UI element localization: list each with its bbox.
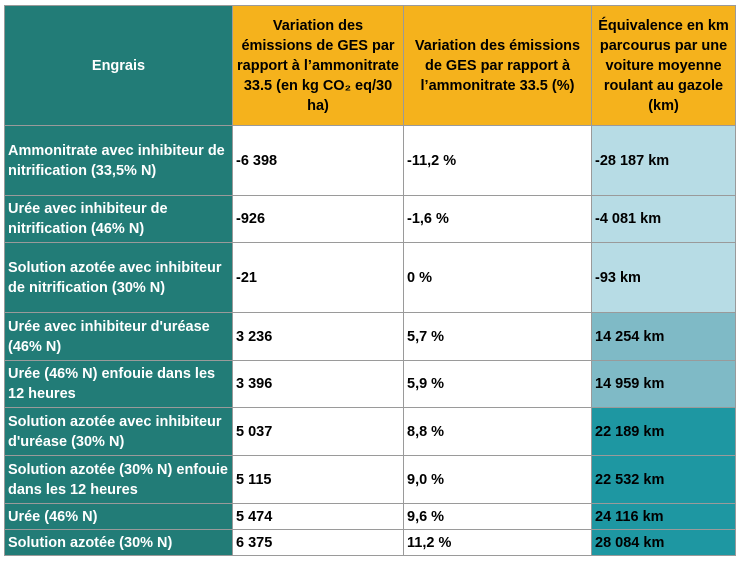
table-body: Ammonitrate avec inhibiteur de nitrifica… bbox=[4, 125, 736, 556]
fertilizer-cell: Solution azotée avec inhibiteur d'uréase… bbox=[4, 407, 233, 456]
table-row: Solution azotée avec inhibiteur de nitri… bbox=[4, 242, 736, 313]
value-cell: -11,2 % bbox=[403, 125, 592, 196]
value-cell: 8,8 % bbox=[403, 407, 592, 456]
fertilizer-cell: Solution azotée avec inhibiteur de nitri… bbox=[4, 242, 233, 313]
table-row: Solution azotée (30% N) 6 375 11,2 % 28 084… bbox=[4, 529, 736, 556]
fertilizer-cell: Solution azotée (30% N) enfouie dans les… bbox=[4, 455, 233, 504]
value-cell: -926 bbox=[232, 195, 404, 243]
value-cell: 6 375 bbox=[232, 529, 404, 556]
fertilizer-cell: Urée avec inhibiteur d'uréase (46% N) bbox=[4, 312, 233, 361]
value-cell: 9,6 % bbox=[403, 503, 592, 530]
fertilizer-cell: Ammonitrate avec inhibiteur de nitrifica… bbox=[4, 125, 233, 196]
value-cell: 5 115 bbox=[232, 455, 404, 504]
emissions-table: Engrais Variation des émissions de GES pa… bbox=[4, 5, 736, 556]
value-cell: 14 254 km bbox=[591, 312, 736, 361]
fertilizer-cell: Urée (46% N) enfouie dans les 12 heures bbox=[4, 360, 233, 408]
header-cell: Engrais bbox=[4, 5, 233, 126]
value-cell: -21 bbox=[232, 242, 404, 313]
value-cell: -93 km bbox=[591, 242, 736, 313]
value-cell: -1,6 % bbox=[403, 195, 592, 243]
header-cell: Équivalence en km parcourus par une voit… bbox=[591, 5, 736, 126]
value-cell: 9,0 % bbox=[403, 455, 592, 504]
value-cell: -28 187 km bbox=[591, 125, 736, 196]
fertilizer-cell: Urée (46% N) bbox=[4, 503, 233, 530]
value-cell: 5 474 bbox=[232, 503, 404, 530]
table-row: Urée (46% N) enfouie dans les 12 heures 3… bbox=[4, 360, 736, 408]
header-cell: Variation des émissions de GES par rappo… bbox=[232, 5, 404, 126]
header-row: Engrais Variation des émissions de GES pa… bbox=[4, 5, 736, 126]
value-cell: 0 % bbox=[403, 242, 592, 313]
value-cell: 11,2 % bbox=[403, 529, 592, 556]
table-row: Urée (46% N) 5 474 9,6 % 24 116 km bbox=[4, 503, 736, 530]
value-cell: 22 532 km bbox=[591, 455, 736, 504]
value-cell: 24 116 km bbox=[591, 503, 736, 530]
table-row: Urée avec inhibiteur d'uréase (46% N) 3 2… bbox=[4, 312, 736, 361]
fertilizer-cell: Solution azotée (30% N) bbox=[4, 529, 233, 556]
value-cell: 5,7 % bbox=[403, 312, 592, 361]
value-cell: 5 037 bbox=[232, 407, 404, 456]
value-cell: 3 236 bbox=[232, 312, 404, 361]
table-row: Ammonitrate avec inhibiteur de nitrifica… bbox=[4, 125, 736, 196]
table-row: Solution azotée avec inhibiteur d'uréase… bbox=[4, 407, 736, 456]
value-cell: 5,9 % bbox=[403, 360, 592, 408]
value-cell: 28 084 km bbox=[591, 529, 736, 556]
header-cell: Variation des émissions de GES par rappo… bbox=[403, 5, 592, 126]
value-cell: -6 398 bbox=[232, 125, 404, 196]
value-cell: 3 396 bbox=[232, 360, 404, 408]
table-row: Urée avec inhibiteur de nitrification (4… bbox=[4, 195, 736, 243]
value-cell: -4 081 km bbox=[591, 195, 736, 243]
value-cell: 22 189 km bbox=[591, 407, 736, 456]
table-row: Solution azotée (30% N) enfouie dans les… bbox=[4, 455, 736, 504]
fertilizer-cell: Urée avec inhibiteur de nitrification (4… bbox=[4, 195, 233, 243]
value-cell: 14 959 km bbox=[591, 360, 736, 408]
